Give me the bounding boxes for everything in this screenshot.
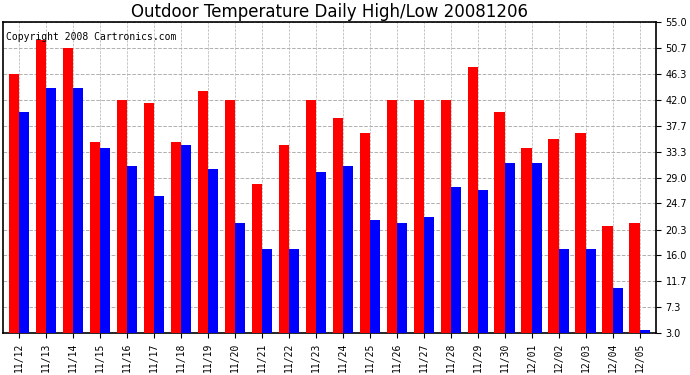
Bar bbox=[522, 148, 532, 333]
Bar bbox=[181, 145, 191, 333]
Bar bbox=[170, 142, 181, 333]
Bar bbox=[629, 222, 640, 333]
Bar bbox=[602, 225, 613, 333]
Bar bbox=[495, 112, 505, 333]
Bar bbox=[306, 100, 316, 333]
Title: Outdoor Temperature Daily High/Low 20081206: Outdoor Temperature Daily High/Low 20081… bbox=[131, 3, 528, 21]
Bar bbox=[117, 100, 127, 333]
Bar bbox=[370, 220, 380, 333]
Bar bbox=[144, 103, 154, 333]
Bar bbox=[46, 88, 56, 333]
Bar bbox=[100, 148, 110, 333]
Bar bbox=[413, 100, 424, 333]
Bar bbox=[127, 166, 137, 333]
Bar bbox=[225, 100, 235, 333]
Bar bbox=[63, 48, 73, 333]
Bar bbox=[451, 187, 461, 333]
Bar bbox=[208, 169, 218, 333]
Bar bbox=[359, 133, 370, 333]
Bar bbox=[154, 196, 164, 333]
Bar bbox=[440, 100, 451, 333]
Bar bbox=[532, 163, 542, 333]
Bar bbox=[316, 172, 326, 333]
Bar bbox=[343, 166, 353, 333]
Bar bbox=[90, 142, 100, 333]
Bar bbox=[397, 222, 407, 333]
Bar bbox=[279, 145, 289, 333]
Bar bbox=[640, 330, 650, 333]
Bar bbox=[559, 249, 569, 333]
Bar bbox=[9, 74, 19, 333]
Bar bbox=[197, 91, 208, 333]
Bar bbox=[19, 112, 29, 333]
Text: Copyright 2008 Cartronics.com: Copyright 2008 Cartronics.com bbox=[6, 32, 177, 42]
Bar bbox=[424, 217, 434, 333]
Bar bbox=[505, 163, 515, 333]
Bar bbox=[586, 249, 596, 333]
Bar bbox=[73, 88, 83, 333]
Bar bbox=[235, 222, 245, 333]
Bar bbox=[36, 40, 46, 333]
Bar bbox=[468, 67, 477, 333]
Bar bbox=[333, 118, 343, 333]
Bar bbox=[613, 288, 623, 333]
Bar bbox=[549, 139, 559, 333]
Bar bbox=[386, 100, 397, 333]
Bar bbox=[289, 249, 299, 333]
Bar bbox=[252, 184, 262, 333]
Bar bbox=[262, 249, 272, 333]
Bar bbox=[575, 133, 586, 333]
Bar bbox=[477, 190, 488, 333]
